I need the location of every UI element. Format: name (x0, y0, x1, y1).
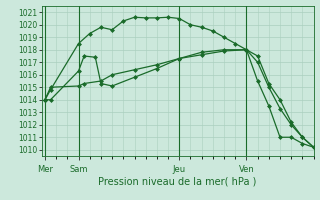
X-axis label: Pression niveau de la mer( hPa ): Pression niveau de la mer( hPa ) (99, 177, 257, 187)
